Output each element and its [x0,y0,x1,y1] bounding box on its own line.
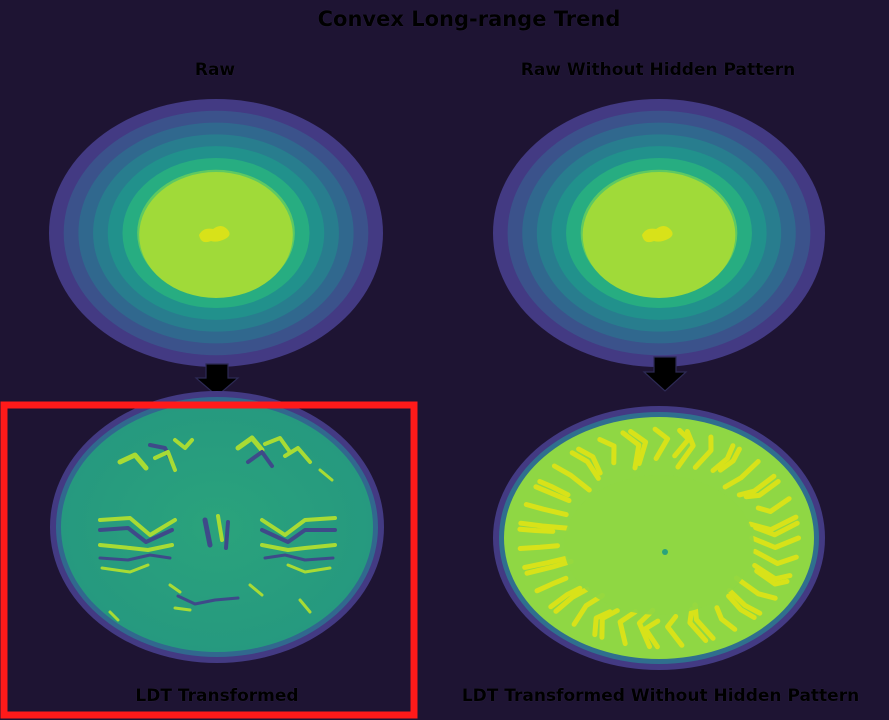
radial-streak [642,618,661,650]
radial-streak [524,559,574,576]
panel-title-raw-without-hidden: Raw Without Hidden Pattern [520,60,796,80]
radial-streak [749,535,801,550]
radial-streak [692,602,716,641]
ldt-transformed-without-hidden-plot [493,406,825,670]
radial-streak [534,575,569,594]
down-arrow-right [642,356,688,392]
radial-streak [517,543,560,551]
radial-streak [752,548,799,566]
radial-streak [736,473,777,498]
radial-streak [517,526,556,534]
radial-streak [599,608,620,640]
radial-streak [727,588,763,616]
radial-streak [714,605,738,632]
panel-title-ldt-without-hidden: LDT Transformed Without Hidden Pattern [461,686,860,706]
radial-streak [571,593,605,627]
radial-streak [551,463,592,493]
radial-streak [692,434,714,470]
raw-contour-plot [49,99,383,367]
radial-streak [523,502,569,518]
radial-streak [687,607,709,643]
radial-streak [652,426,671,461]
radial-streak [726,593,757,620]
radial-streak [636,607,656,650]
highlight-box [0,401,418,719]
radial-streak [548,585,583,610]
radial-streak [665,614,685,648]
radial-streak [537,479,571,498]
radial-streak [620,430,642,471]
radial-streak [752,563,793,582]
radial-streak [592,609,613,638]
panel-title-ldt-transformed: LDT Transformed [135,686,299,706]
down-arrow-left [194,363,240,397]
radial-streak [754,568,790,587]
radial-streak [722,459,761,490]
radial-streak [743,479,781,500]
radial-streak [522,556,568,570]
contour-peak [642,226,673,243]
radial-streak [617,609,638,647]
radial-streak [518,520,570,531]
radial-streak [533,484,572,504]
radial-streak [755,496,792,514]
radial-streak [734,575,778,601]
radial-streak [753,520,800,538]
radial-streak [569,450,601,481]
figure-title: Convex Long-range Trend [317,7,621,31]
radial-streak [675,429,696,470]
radial-streak [597,437,617,466]
panel-title-raw: Raw [194,60,236,80]
radial-streak [717,446,742,473]
radial-streak [628,429,649,466]
radial-streak [710,443,736,473]
radial-streak [576,446,603,476]
ldt-transformed-plot [50,391,384,663]
contour-peak [199,226,230,243]
radial-streak [553,586,590,614]
raw-without-hidden-contour-plot [493,99,825,367]
